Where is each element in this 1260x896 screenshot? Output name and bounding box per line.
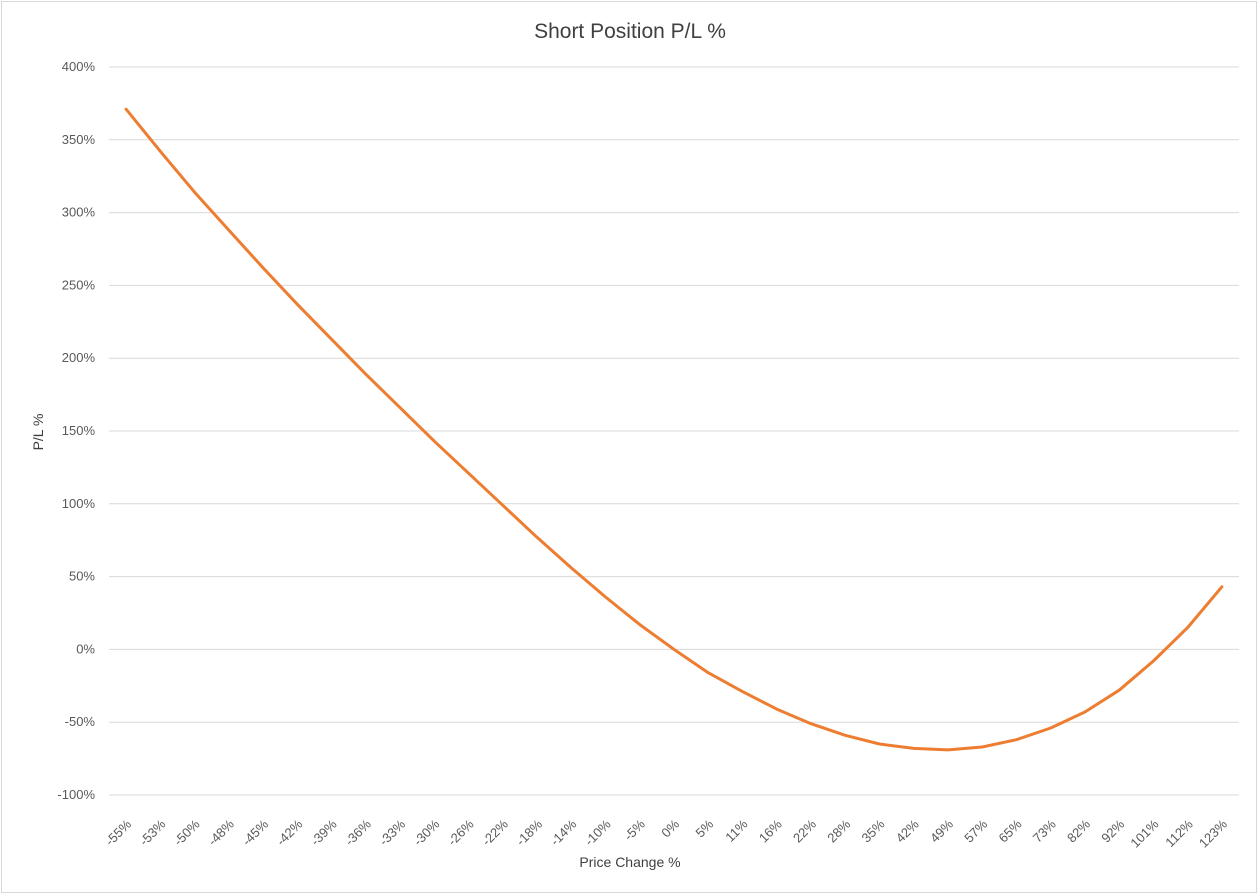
x-tick-label: -36% xyxy=(342,816,374,848)
y-tick-label: 50% xyxy=(69,569,95,584)
series-line xyxy=(124,107,1224,752)
x-tick-label: -53% xyxy=(136,816,168,848)
x-tick-label: -33% xyxy=(376,816,408,848)
x-tick-label: 42% xyxy=(893,816,922,845)
x-tick-label: 0% xyxy=(658,816,682,840)
x-axis-label: Price Change % xyxy=(579,854,681,870)
x-tick-label: 35% xyxy=(859,816,888,845)
x-tick-label: -55% xyxy=(102,816,134,848)
y-tick-label: 200% xyxy=(62,350,96,365)
x-tick-label: 73% xyxy=(1030,816,1059,845)
x-tick-label: 11% xyxy=(722,816,751,845)
x-tick-label: -30% xyxy=(410,816,442,848)
y-tick-label: 350% xyxy=(62,132,96,147)
y-tick-label: 100% xyxy=(62,496,96,511)
x-tick-label: 49% xyxy=(927,816,956,845)
x-tick-label: -26% xyxy=(445,816,477,848)
y-tick-label: 150% xyxy=(62,423,96,438)
y-tick-label: -50% xyxy=(65,714,96,729)
x-tick-label: 92% xyxy=(1098,816,1127,845)
y-tick-label: 400% xyxy=(62,59,96,74)
x-tick-label: -50% xyxy=(171,816,203,848)
y-tick-label: -100% xyxy=(57,787,95,802)
x-tick-label: 112% xyxy=(1162,816,1196,850)
y-tick-label: 300% xyxy=(62,205,96,220)
x-tick-label: -14% xyxy=(547,816,579,848)
x-tick-label: -5% xyxy=(621,816,648,843)
x-tick-label: 65% xyxy=(996,816,1025,845)
x-tick-label: -48% xyxy=(205,816,237,848)
x-tick-label: 5% xyxy=(692,816,716,840)
x-tick-label: -42% xyxy=(273,816,305,848)
x-tick-label: 22% xyxy=(790,816,819,845)
x-tick-label: -39% xyxy=(308,816,340,848)
x-tick-label: -18% xyxy=(513,816,545,848)
x-tick-label: -45% xyxy=(239,816,271,848)
x-tick-label: 57% xyxy=(961,816,990,845)
y-tick-label: 0% xyxy=(76,641,95,656)
x-tick-label: 16% xyxy=(756,816,785,845)
x-tick-label: -22% xyxy=(479,816,511,848)
chart-title: Short Position P/L % xyxy=(534,20,726,43)
x-tick-label: 101% xyxy=(1127,816,1161,850)
y-tick-label: 250% xyxy=(62,277,96,292)
x-tick-label: 28% xyxy=(824,816,853,845)
x-tick-label: 123% xyxy=(1196,816,1230,850)
x-tick-label: -10% xyxy=(582,816,614,848)
x-tick-label: 82% xyxy=(1064,816,1093,845)
